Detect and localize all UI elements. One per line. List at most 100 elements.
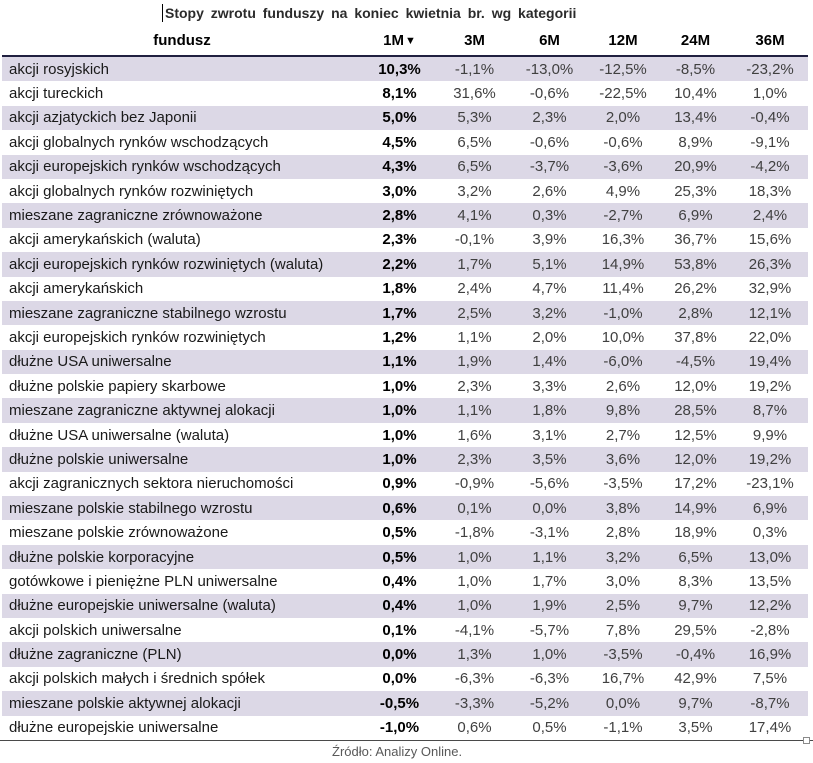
table-row: dłużne USA uniwersalne 1,1% 1,9% 1,4% -6,0% -… — [2, 349, 808, 375]
column-header-fundusz[interactable]: fundusz — [2, 25, 362, 57]
fund-category-label: akcji europejskich rynków wschodzących — [9, 158, 281, 176]
value-cell: -8,5% — [675, 60, 716, 78]
fund-category-label: dłużne polskie uniwersalne — [9, 450, 189, 468]
fund-category-label: dłużne polskie papiery skarbowe — [9, 377, 226, 395]
value-cell: 15,6% — [748, 231, 792, 249]
column-header-24m[interactable]: 24M — [659, 25, 732, 57]
value-cell: 3,9% — [532, 231, 567, 249]
table-row: akcji globalnych rynków wschodzących 4,5%… — [2, 130, 808, 155]
value-cell: 0,3% — [752, 524, 788, 542]
fund-category-label: akcji europejskich rynków rozwiniętych — [9, 328, 266, 346]
value-cell: -13,0% — [525, 60, 574, 78]
value-cell: -1,1% — [603, 719, 643, 737]
value-cell: -1,8% — [454, 524, 495, 542]
value-cell: 6,5% — [457, 158, 492, 176]
value-cell: -23,2% — [746, 60, 794, 78]
value-cell: 8,3% — [678, 572, 713, 590]
value-cell: 6,5% — [457, 133, 492, 151]
value-cell: 0,0% — [605, 694, 641, 712]
value-1m: 3,0% — [382, 182, 417, 200]
value-cell: 1,1% — [457, 402, 492, 420]
value-cell: 12,2% — [748, 597, 792, 615]
header-row: fundusz 1M▼ 3M 6M 12M 24M 36M — [2, 25, 808, 57]
value-cell: -6,3% — [529, 670, 570, 688]
value-1m: 1,0% — [382, 402, 417, 420]
value-cell: 32,9% — [748, 280, 792, 298]
value-1m: 4,3% — [382, 158, 417, 176]
table-row: dłużne polskie papiery skarbowe 1,0% 2,3% 3… — [2, 374, 808, 399]
value-cell: -2,7% — [603, 207, 643, 225]
table-row: dłużne polskie korporacyjne 0,5% 1,0% 1,1% 3… — [2, 544, 808, 570]
value-1m: 2,3% — [382, 231, 417, 249]
source-label: Źródło: Analizy Online. — [332, 743, 463, 759]
value-1m: 8,1% — [382, 85, 417, 103]
value-cell: 0,5% — [532, 719, 567, 737]
value-cell: -3,7% — [529, 158, 570, 176]
value-cell: 12,0% — [674, 450, 717, 468]
value-cell: 2,0% — [532, 328, 567, 346]
fund-category-label: dłużne USA uniwersalne (waluta) — [9, 426, 230, 444]
value-cell: 26,2% — [674, 280, 717, 298]
fund-category-label: mieszane zagraniczne stabilnego wzrostu — [9, 304, 287, 322]
value-1m: 2,8% — [382, 207, 417, 225]
value-cell: 2,8% — [678, 304, 713, 322]
value-cell: 8,7% — [752, 402, 788, 420]
value-cell: -3,6% — [603, 158, 643, 176]
value-cell: 12,5% — [674, 426, 717, 444]
column-header-12m[interactable]: 12M — [587, 25, 659, 57]
value-cell: 1,7% — [532, 572, 567, 590]
value-cell: 3,6% — [605, 450, 641, 468]
value-cell: 10,0% — [601, 328, 645, 346]
fund-category-label: akcji amerykańskich — [9, 280, 144, 298]
value-cell: 7,5% — [752, 670, 788, 688]
value-cell: 1,0% — [532, 646, 567, 664]
value-cell: -0,4% — [675, 646, 716, 664]
value-1m: 1,7% — [382, 304, 417, 322]
value-cell: 0,6% — [457, 719, 492, 737]
sort-descending-icon: ▼ — [404, 34, 416, 47]
resize-handle[interactable] — [803, 737, 810, 744]
value-cell: 18,3% — [748, 182, 792, 200]
value-cell: -0,1% — [454, 231, 495, 249]
value-cell: -4,2% — [750, 158, 790, 176]
value-cell: 10,4% — [674, 85, 717, 103]
value-cell: 28,5% — [674, 402, 717, 420]
table-row: akcji polskich małych i średnich spółek 0… — [2, 666, 808, 692]
value-cell: -4,1% — [454, 621, 495, 639]
fund-category-label: akcji europejskich rynków rozwiniętych (… — [9, 255, 324, 273]
fund-returns-table: fundusz 1M▼ 3M 6M 12M 24M 36M akcji rosy… — [2, 25, 808, 740]
value-cell: 2,5% — [605, 597, 641, 615]
fund-category-label: akcji tureckich — [9, 85, 104, 103]
value-1m: 0,4% — [382, 597, 417, 615]
column-header-36m[interactable]: 36M — [732, 25, 808, 57]
fund-category-label: dłużne europejskie uniwersalne — [9, 719, 219, 737]
value-cell: 0,1% — [457, 499, 492, 517]
value-cell: 2,6% — [532, 182, 567, 200]
fund-category-label: mieszane zagraniczne aktywnej alokacji — [9, 402, 275, 420]
column-header-6m[interactable]: 6M — [512, 25, 587, 57]
value-cell: 14,9% — [601, 255, 645, 273]
value-cell: 1,9% — [532, 597, 567, 615]
value-cell: 1,1% — [532, 548, 567, 566]
value-1m: 10,3% — [378, 60, 421, 78]
source-bar: Źródło: Analizy Online. — [0, 741, 813, 759]
value-1m: 0,6% — [382, 499, 417, 517]
value-cell: 1,1% — [457, 328, 492, 346]
value-cell: 0,0% — [532, 499, 567, 517]
column-header-3m[interactable]: 3M — [437, 25, 512, 57]
table-row: akcji europejskich rynków rozwiniętych 1,… — [2, 325, 808, 350]
column-header-1m[interactable]: 1M▼ — [362, 25, 437, 57]
table-row: akcji polskich uniwersalne 0,1% -4,1% -5,7%… — [2, 617, 808, 643]
value-cell: 1,4% — [532, 353, 567, 371]
value-cell: 16,7% — [601, 670, 645, 688]
fund-category-label: dłużne zagraniczne (PLN) — [9, 646, 182, 664]
value-1m: 4,5% — [382, 133, 417, 151]
value-cell: -3,3% — [454, 694, 495, 712]
fund-category-label: akcji globalnych rynków rozwiniętych — [9, 182, 254, 200]
value-cell: 2,3% — [457, 450, 492, 468]
value-cell: 20,9% — [674, 158, 717, 176]
fund-category-label: akcji zagranicznych sektora nieruchomośc… — [9, 475, 294, 493]
value-cell: 1,0% — [752, 85, 788, 103]
fund-category-label: akcji azjatyckich bez Japonii — [9, 109, 197, 127]
value-cell: 16,3% — [601, 231, 645, 249]
